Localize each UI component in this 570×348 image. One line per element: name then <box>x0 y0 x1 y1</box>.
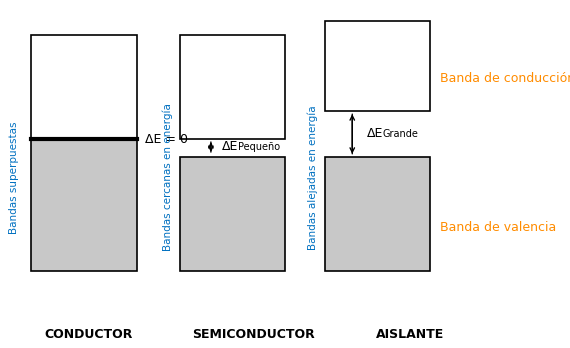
Text: ΔE: ΔE <box>222 140 239 153</box>
Text: ΔE = 0: ΔE = 0 <box>145 133 188 146</box>
Text: Bandas cercanas en energía: Bandas cercanas en energía <box>163 104 173 251</box>
Bar <box>180 35 285 139</box>
Bar <box>31 35 137 139</box>
Text: Grande: Grande <box>382 129 418 139</box>
Bar <box>325 21 430 111</box>
Text: Pequeño: Pequeño <box>238 142 280 152</box>
Text: Bandas alejadas en energía: Bandas alejadas en energía <box>307 105 317 250</box>
Bar <box>325 157 430 271</box>
Text: ΔE: ΔE <box>367 127 383 141</box>
Text: Banda de conducción: Banda de conducción <box>440 72 570 85</box>
Text: AISLANTE: AISLANTE <box>376 327 445 341</box>
Bar <box>180 157 285 271</box>
Text: SEMICONDUCTOR: SEMICONDUCTOR <box>192 327 315 341</box>
Bar <box>31 139 137 271</box>
Text: Banda de valencia: Banda de valencia <box>440 221 556 235</box>
Text: Bandas superpuestas: Bandas superpuestas <box>9 121 19 234</box>
Text: CONDUCTOR: CONDUCTOR <box>44 327 133 341</box>
